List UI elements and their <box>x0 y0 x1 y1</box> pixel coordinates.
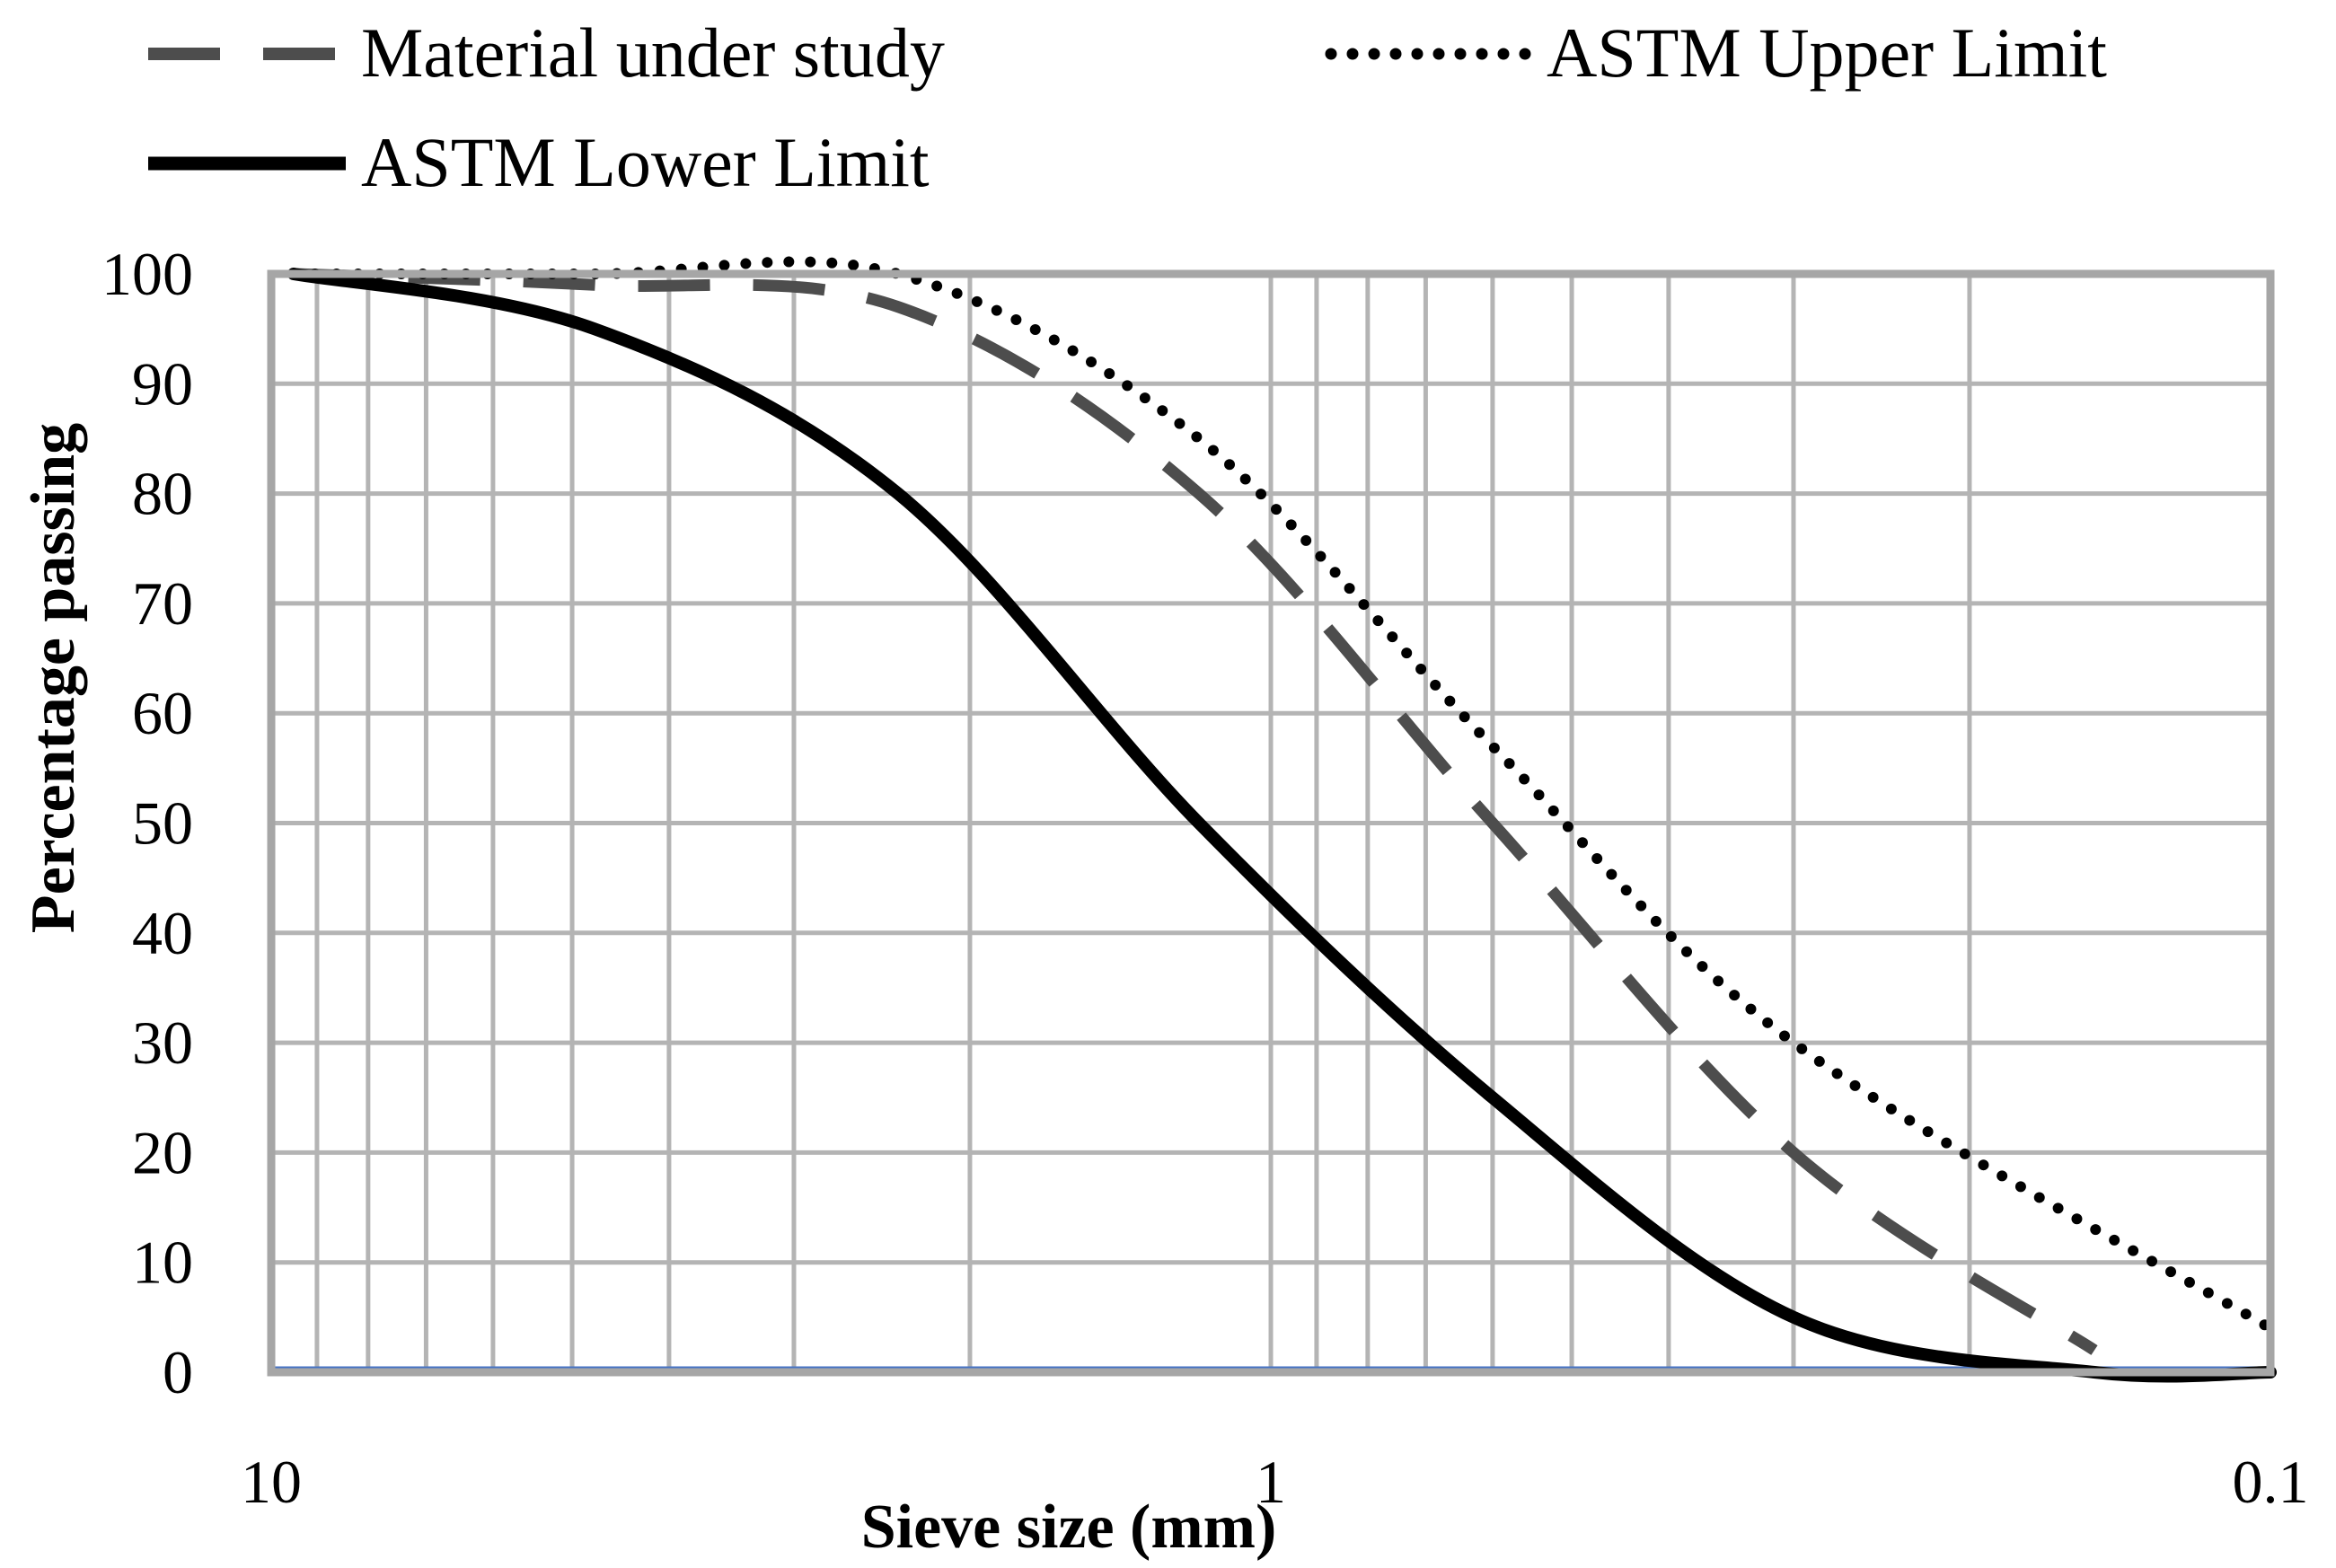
legend-label-material: Material under study <box>361 13 945 92</box>
y-tick-label: 40 <box>132 899 193 967</box>
legend-item-upper-limit: ASTM Upper Limit <box>1325 13 2107 92</box>
legend-item-material: Material under study <box>148 13 945 92</box>
series-line-lower-limit <box>286 268 2277 1383</box>
y-tick-label: 10 <box>132 1229 193 1297</box>
y-tick-label: 30 <box>132 1009 193 1077</box>
legend: Material under study ASTM Upper Limit AS… <box>148 13 2107 201</box>
plot-frame <box>267 269 2275 1377</box>
y-tick-label: 80 <box>132 460 193 528</box>
y-axis-title: Percentage passing <box>19 423 88 933</box>
y-axis-ticks: 0 10 20 30 40 50 60 70 80 90 100 <box>101 240 193 1406</box>
series-group <box>286 256 2277 1383</box>
y-tick-label: 0 <box>163 1338 193 1406</box>
y-tick-label: 90 <box>132 349 193 418</box>
legend-item-lower-limit: ASTM Lower Limit <box>148 123 930 201</box>
grid <box>271 274 2270 1372</box>
y-tick-label: 60 <box>132 679 193 747</box>
x-axis-ticks: 10 1 0.1 <box>241 1448 2309 1516</box>
y-tick-label: 20 <box>132 1118 193 1186</box>
y-tick-label: 70 <box>132 569 193 638</box>
x-tick-label: 0.1 <box>2233 1448 2309 1516</box>
series-line-material <box>293 268 2098 1355</box>
series-line-upper-limit <box>287 256 2276 1335</box>
y-tick-label: 100 <box>101 240 193 308</box>
y-tick-label: 50 <box>132 789 193 858</box>
x-tick-label: 10 <box>241 1448 302 1516</box>
x-tick-label: 1 <box>1256 1448 1286 1516</box>
legend-label-lower-limit: ASTM Lower Limit <box>361 123 930 201</box>
x-axis-title: Sieve size (mm) <box>861 1493 1277 1562</box>
legend-label-upper-limit: ASTM Upper Limit <box>1547 13 2107 92</box>
